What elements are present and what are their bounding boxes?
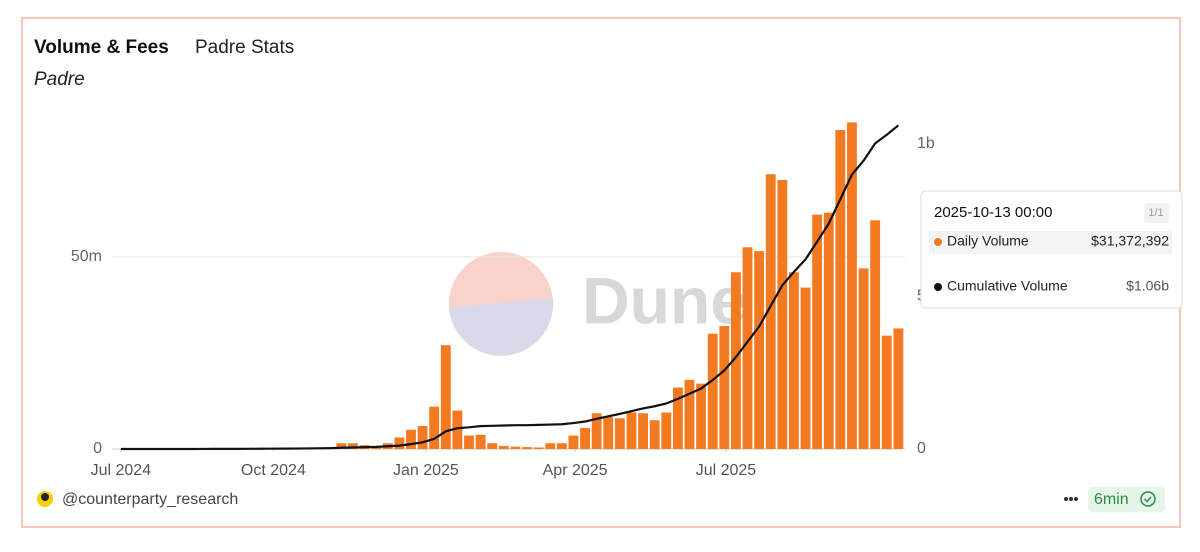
menu-dot[interactable] <box>1069 497 1073 501</box>
bar <box>801 288 811 449</box>
bar <box>557 443 567 449</box>
bar <box>835 130 845 449</box>
tooltip-value: $1.06b <box>1126 278 1169 294</box>
bar <box>394 437 404 449</box>
bar <box>487 443 497 449</box>
bar <box>499 446 509 449</box>
legend-label: Daily Volume <box>947 233 1029 249</box>
bar <box>777 180 787 449</box>
bar <box>859 268 869 449</box>
bar <box>615 418 625 449</box>
x-tick-label: Jan 2025 <box>393 462 459 479</box>
bar <box>603 417 613 449</box>
chart-caption: Padre <box>34 69 85 90</box>
tooltip-title: 2025-10-13 00:00 <box>934 204 1052 221</box>
legend-marker <box>934 238 942 246</box>
author-avatar-part <box>41 493 49 501</box>
bar <box>406 430 416 449</box>
x-tick-label: Apr 2025 <box>543 462 608 479</box>
author[interactable]: @counterparty_research <box>62 491 238 508</box>
bar <box>476 435 486 449</box>
bar <box>789 272 799 449</box>
bar <box>569 436 579 449</box>
x-tick-label: Oct 2024 <box>241 462 306 479</box>
y-tick-label: 50m <box>71 248 102 265</box>
bar <box>650 420 660 449</box>
y2-tick-label: 0 <box>917 440 926 457</box>
x-tick-label: Jul 2025 <box>696 462 757 479</box>
bar <box>580 428 590 449</box>
bar <box>429 407 439 449</box>
bar <box>464 436 474 449</box>
y2-tick-label: 1b <box>917 135 935 152</box>
menu-dot[interactable] <box>1064 497 1068 501</box>
bar <box>685 380 695 449</box>
bar <box>418 426 428 449</box>
chart-title: Volume & Fees <box>34 37 169 58</box>
bar <box>719 326 729 449</box>
tooltip-page: 1/1 <box>1148 207 1163 219</box>
tooltip-value: $31,372,392 <box>1091 233 1169 249</box>
bar <box>534 447 544 449</box>
bar <box>893 328 903 449</box>
bar <box>696 384 706 449</box>
bar <box>708 334 718 449</box>
menu-dot[interactable] <box>1074 497 1078 501</box>
bar <box>545 443 555 449</box>
bar <box>824 213 834 449</box>
bar <box>754 251 764 449</box>
bar <box>638 413 648 449</box>
bar <box>627 412 637 449</box>
bar <box>510 447 520 449</box>
y-tick-label: 0 <box>93 440 102 457</box>
x-tick-label: Jul 2024 <box>91 462 152 479</box>
legend-label: Cumulative Volume <box>947 278 1068 294</box>
age: 6min <box>1094 491 1129 508</box>
bar <box>661 412 671 449</box>
tooltip: 2025-10-13 00:00 1/1 Daily Volume $31,372… <box>921 191 1182 308</box>
bar <box>870 220 880 449</box>
bar <box>812 215 822 449</box>
chart-subtitle: Padre Stats <box>195 37 294 58</box>
bar <box>522 447 532 449</box>
bar <box>882 336 892 449</box>
legend-marker <box>934 283 942 291</box>
